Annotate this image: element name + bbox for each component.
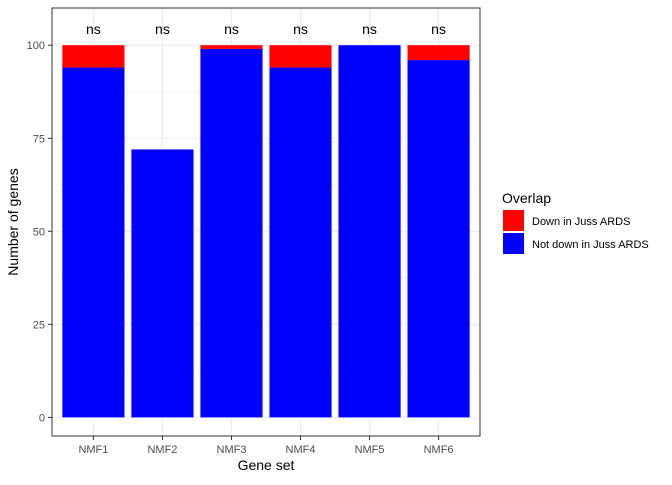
x-axis-title: Gene set	[238, 457, 295, 473]
bars	[62, 45, 470, 418]
legend-title: Overlap	[502, 190, 551, 206]
plot-border	[51, 7, 481, 437]
x-tick-label: NMF2	[147, 444, 177, 456]
x-tick-label: NMF4	[286, 444, 316, 456]
bar-segment	[131, 149, 194, 418]
y-tick-label: 25	[33, 319, 45, 331]
y-tick-label: 75	[33, 133, 45, 145]
bar-segment	[407, 45, 470, 61]
significance-labels: ns ns ns ns ns ns	[86, 21, 446, 37]
bar-segment	[62, 67, 125, 418]
bar-segment	[200, 45, 263, 49]
legend-swatch	[503, 233, 524, 254]
y-axis-title: Number of genes	[5, 168, 21, 275]
significance-label: ns	[293, 21, 308, 37]
significance-label: ns	[155, 21, 170, 37]
significance-label: ns	[431, 21, 446, 37]
y-tick-label: 50	[33, 226, 45, 238]
legend: Overlap Down in Juss ARDS Not down in Jus…	[502, 190, 649, 254]
bar-segment	[200, 48, 263, 418]
bar-segment	[407, 60, 470, 418]
significance-label: ns	[86, 21, 101, 37]
significance-label: ns	[362, 21, 377, 37]
bar-segment	[269, 67, 332, 418]
bar-segment	[338, 45, 401, 418]
y-tick-label: 100	[27, 40, 45, 52]
bar-segment	[269, 45, 332, 68]
x-tick-label: NMF1	[78, 444, 108, 456]
x-tick-label: NMF3	[217, 444, 247, 456]
y-axis: 0 25 50 75 100	[27, 40, 52, 424]
x-axis: NMF1 NMF2 NMF3 NMF4 NMF5 NMF6	[78, 436, 454, 456]
y-tick-label: 0	[39, 412, 45, 424]
significance-label: ns	[224, 21, 239, 37]
x-tick-label: NMF6	[424, 444, 454, 456]
bar-segment	[62, 45, 125, 68]
legend-label: Not down in Juss ARDS	[532, 239, 649, 251]
legend-swatch	[503, 210, 524, 231]
legend-label: Down in Juss ARDS	[532, 216, 630, 228]
x-tick-label: NMF5	[355, 444, 385, 456]
